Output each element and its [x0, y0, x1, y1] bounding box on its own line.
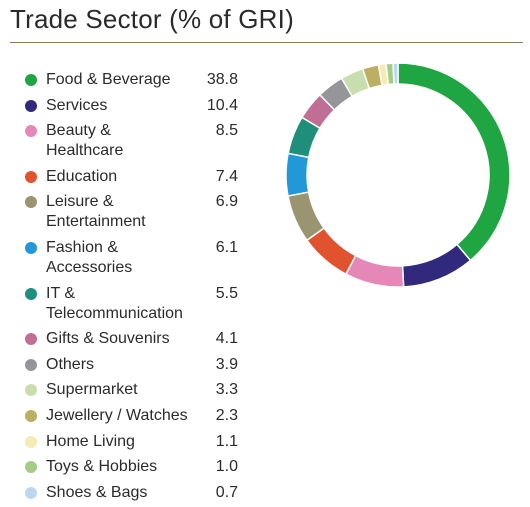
- legend-swatch: [25, 486, 37, 499]
- legend-label: Others: [46, 355, 95, 373]
- legend-item: Food & Beverage 38.8: [0, 70, 260, 90]
- title-divider: [10, 42, 523, 43]
- legend-item: IT & Telecommunication 5.5: [0, 284, 260, 324]
- legend-label: Home Living: [46, 432, 135, 450]
- legend-value: 1.0: [215, 458, 238, 476]
- legend-value: 3.9: [215, 355, 238, 373]
- legend-item: Shoes & Bags 0.7: [0, 483, 260, 503]
- legend-swatch: [25, 461, 37, 474]
- legend-label: Gifts & Souvenirs: [46, 330, 170, 348]
- legend-value: 2.3: [215, 407, 238, 424]
- legend-swatch: [25, 358, 37, 371]
- legend-swatch: [25, 196, 37, 209]
- legend-value: 1.1: [215, 432, 238, 450]
- legend-label: Services: [46, 96, 108, 114]
- legend-value: 3.3: [215, 381, 238, 399]
- legend-item: Jewellery / Watches 2.3: [0, 406, 260, 426]
- legend-item: Beauty & Healthcare 8.5: [0, 121, 260, 161]
- legend-item: Supermarket 3.3: [0, 380, 260, 400]
- legend-swatch: [25, 99, 37, 112]
- legend-label: Jewellery / Watches: [46, 407, 188, 424]
- legend-label: Food & Beverage: [46, 71, 171, 88]
- legend-value: 5.5: [215, 284, 238, 302]
- legend-swatch: [25, 125, 37, 138]
- legend-label: Telecommunication: [46, 304, 183, 322]
- donut-slice: [397, 62, 511, 262]
- donut-slice: [392, 62, 399, 85]
- legend-value: 4.1: [215, 330, 238, 348]
- legend-item: Gifts & Souvenirs 4.1: [0, 329, 260, 349]
- legend-swatch: [25, 333, 37, 346]
- legend-label: Leisure &: [46, 193, 114, 211]
- donut-slice: [344, 254, 405, 288]
- legend-label: Entertainment: [46, 213, 146, 231]
- legend-swatch: [25, 74, 37, 86]
- legend-label: Supermarket: [46, 381, 138, 399]
- legend-label: Beauty &: [46, 122, 111, 140]
- legend-value: 10.4: [206, 96, 238, 114]
- chart-title: Trade Sector (% of GRI): [10, 4, 294, 34]
- legend-value: 0.7: [215, 483, 238, 501]
- legend-label: Healthcare: [46, 142, 124, 160]
- legend-swatch: [25, 435, 37, 448]
- legend-item: Fashion & Accessories 6.1: [0, 238, 260, 278]
- legend-value: 38.8: [206, 71, 238, 88]
- legend-swatch: [25, 410, 37, 422]
- legend-label: Accessories: [46, 259, 133, 276]
- legend-swatch: [25, 242, 37, 254]
- legend-item: Toys & Hobbies 1.0: [0, 457, 260, 477]
- legend-label: Toys & Hobbies: [46, 458, 158, 476]
- donut-slice: [285, 152, 310, 197]
- legend-item: Education 7.4: [0, 167, 260, 187]
- legend-swatch: [25, 287, 37, 300]
- legend-item: Others 3.9: [0, 355, 260, 375]
- legend-value: 8.5: [215, 122, 238, 140]
- donut-slice: [401, 243, 472, 288]
- donut-chart: [285, 62, 511, 288]
- legend-label: Shoes & Bags: [46, 483, 148, 501]
- legend-value: 6.1: [215, 239, 238, 256]
- legend-value: 6.9: [215, 193, 238, 211]
- legend-swatch: [25, 384, 37, 397]
- legend-item: Services 10.4: [0, 96, 260, 116]
- legend-swatch: [25, 170, 37, 183]
- legend-value: 7.4: [215, 167, 238, 185]
- legend-item: Home Living 1.1: [0, 432, 260, 452]
- legend-label: Education: [46, 167, 118, 185]
- legend: Food & Beverage 38.8 Services 10.4 Beauty & H…: [0, 0, 260, 507]
- legend-label: Fashion &: [46, 239, 119, 256]
- legend-label: IT &: [46, 284, 76, 302]
- legend-item: Leisure & Entertainment 6.9: [0, 192, 260, 232]
